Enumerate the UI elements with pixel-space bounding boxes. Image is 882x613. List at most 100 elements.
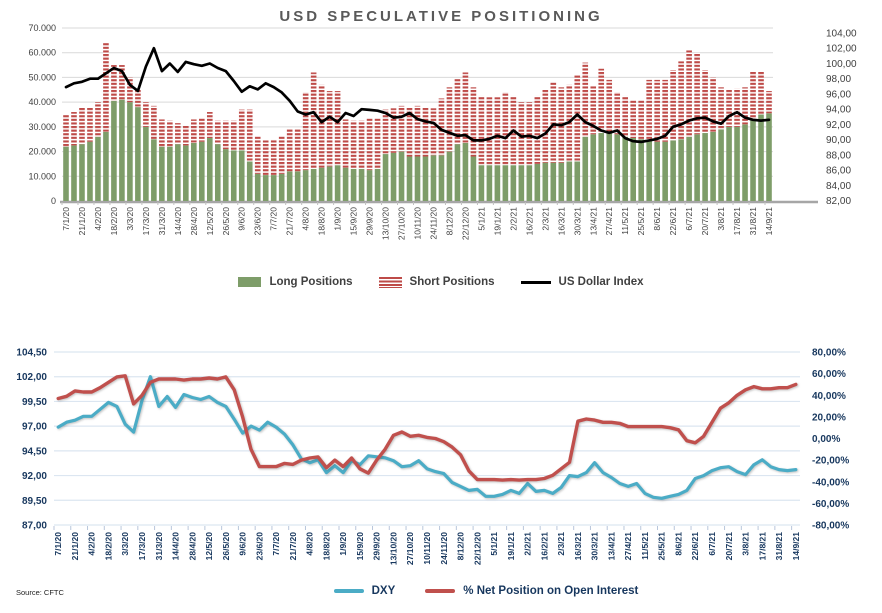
x-axis-date-label: 25/5/21: [657, 532, 667, 561]
bar-short: [646, 79, 652, 141]
bar-long: [534, 163, 541, 201]
bar-long: [390, 152, 397, 201]
left-axis-tick-label: 60.000: [28, 48, 56, 58]
x-axis-date-label: 23/6/20: [254, 532, 264, 561]
x-axis-date-label: 13/10/20: [381, 207, 391, 240]
x-axis-date-label: 16/2/21: [539, 532, 549, 561]
bar-long: [71, 145, 77, 201]
bar-short: [390, 108, 397, 153]
x-axis-date-label: 6/7/21: [684, 207, 694, 231]
bar-short: [199, 118, 205, 142]
right-axis-tick-label: 104,00: [826, 29, 857, 40]
x-axis-date-label: 21/7/20: [285, 207, 295, 236]
x-axis-date-label: 10/11/20: [422, 532, 432, 565]
x-axis-date-label: 12/5/20: [204, 532, 214, 561]
bar-long: [294, 171, 301, 201]
left-axis-tick-label: 50.000: [28, 72, 56, 82]
bar-short: [222, 120, 229, 150]
bar-short: [103, 42, 109, 132]
left-axis-tick-label: 104,50: [16, 348, 47, 359]
left-axis-tick-label: 92,00: [22, 471, 47, 482]
net-position-line: [56, 374, 798, 482]
bar-short: [694, 52, 700, 135]
bar-long: [646, 140, 652, 201]
bar-short: [630, 99, 636, 138]
bar-long: [654, 141, 660, 201]
x-axis-date-label: 8/12/20: [456, 532, 466, 561]
bar-long: [159, 146, 165, 201]
x-axis-date-label: 23/6/20: [253, 207, 263, 236]
long-positions-swatch-icon: [238, 277, 262, 287]
bar-short: [598, 68, 605, 134]
bar-short: [175, 123, 181, 145]
bar-long: [334, 165, 341, 201]
bar-long: [510, 165, 517, 201]
bar-short: [590, 86, 597, 135]
bar-short: [206, 112, 213, 138]
bar-long: [286, 171, 293, 201]
bar-short: [71, 112, 77, 146]
bar-short: [454, 78, 461, 145]
bar-long: [702, 133, 708, 201]
bar-long: [462, 142, 469, 201]
x-axis-date-label: 22/6/21: [668, 207, 678, 236]
bar-long: [614, 134, 621, 201]
x-axis-date-label: 2/3/21: [556, 532, 566, 556]
bar-short: [183, 125, 189, 146]
x-axis-date-label: 3/8/21: [741, 532, 751, 556]
bar-short: [318, 84, 325, 168]
bar-long: [342, 167, 349, 201]
bar-short: [622, 95, 629, 137]
bar-long: [382, 154, 389, 201]
bar-short: [534, 95, 541, 164]
bar-short: [246, 109, 253, 162]
bar-short: [430, 108, 437, 156]
right-axis-tick-label: 86,00: [826, 166, 851, 177]
bar-short: [358, 120, 365, 169]
x-axis-date-label: 17/3/20: [141, 207, 151, 236]
bar-long: [222, 149, 229, 201]
x-axis-date-label: 2/3/21: [540, 207, 550, 231]
right-axis-tick-label: 92,00: [826, 120, 851, 131]
bar-long: [422, 156, 429, 201]
x-axis-date-label: 13/4/21: [606, 532, 616, 561]
dxy-net-position-chart: 87,00 89,50 92,00 94,50 97,00 99,50 102,00 104,…: [16, 348, 849, 566]
x-axis-date-label: 4/2/20: [93, 207, 103, 231]
right-axis-tick-label: 40,00%: [812, 391, 846, 402]
bar-short: [766, 91, 772, 114]
x-axis-date-label: 16/3/21: [556, 207, 566, 236]
bar-short: [286, 129, 293, 172]
right-axis-tick-label: 60,00%: [812, 369, 846, 380]
bar-short: [262, 140, 269, 176]
legend-item-dxy: DXY: [333, 585, 395, 597]
bar-short: [270, 139, 277, 176]
left-axis-tick-label: 0: [51, 196, 56, 206]
bar-short: [326, 91, 333, 167]
right-axis-tick-label: -20,00%: [812, 456, 849, 467]
x-axis-date-label: 1/9/20: [338, 532, 348, 556]
x-axis-date-label: 27/10/20: [397, 207, 407, 240]
x-axis-date-label: 31/8/21: [774, 532, 784, 561]
bar-short: [294, 129, 301, 172]
bar-long: [151, 139, 157, 201]
bar-long: [350, 168, 357, 201]
x-axis-date-label: 16/2/21: [524, 207, 534, 236]
x-axis-date-label: 31/3/20: [157, 207, 167, 236]
bar-short: [238, 109, 245, 151]
x-axis-date-label: 30/3/21: [590, 532, 600, 561]
x-axis-date-label: 25/5/21: [636, 207, 646, 236]
bar-short: [382, 109, 389, 155]
bar-long: [206, 137, 213, 201]
x-axis-date-label: 13/10/20: [388, 532, 398, 565]
x-axis-date-label: 8/6/21: [652, 207, 662, 231]
x-axis-date-label: 9/6/20: [237, 207, 247, 231]
bar-long: [766, 113, 772, 201]
net-position-line-swatch-icon: [425, 589, 456, 593]
x-axis-date-label: 14/4/20: [173, 207, 183, 236]
bar-short: [398, 105, 405, 152]
bar-long: [598, 133, 605, 201]
x-axis-date-label: 27/4/21: [604, 207, 614, 236]
right-axis-tick-label: 96,00: [826, 89, 851, 100]
left-axis-tick-label: 20.000: [28, 147, 56, 157]
bar-long: [246, 161, 253, 201]
